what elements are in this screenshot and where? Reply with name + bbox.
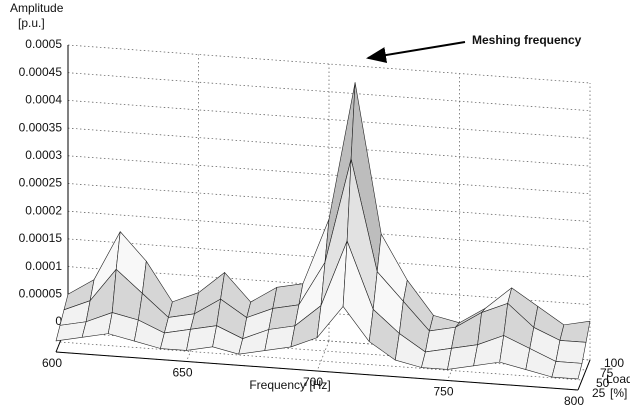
z-tick-label: 0.00015 — [19, 231, 63, 245]
x-tick-label: 650 — [172, 366, 192, 380]
annotation-arrow — [366, 41, 466, 63]
grid-line — [67, 72, 591, 112]
grid-line — [67, 127, 591, 167]
x-tick-label: 750 — [433, 385, 453, 399]
depth-axis-label: Load — [606, 372, 630, 386]
grid-line — [67, 210, 591, 250]
surface-patch — [555, 340, 587, 364]
depth-tick-label: 50 — [596, 376, 610, 390]
surface-patch — [451, 312, 482, 349]
grid-line — [67, 44, 591, 84]
grid-line — [67, 155, 591, 195]
z-tick-label: 0.0004 — [25, 93, 62, 107]
surface-patch — [559, 320, 591, 343]
axis-line — [55, 351, 579, 391]
z-axis-label: [p.u.] — [18, 16, 45, 30]
z-tick-label: 0.0003 — [25, 148, 62, 162]
x-tick-label: 600 — [42, 356, 62, 370]
surface-patch — [447, 344, 478, 370]
grid-line — [67, 100, 591, 139]
x-axis-label: Frequency [Hz] — [249, 378, 330, 392]
x-tick-label: 800 — [564, 394, 584, 408]
grid-line — [316, 340, 330, 372]
depth-tick-label: 100 — [604, 356, 624, 370]
surface-patch — [551, 361, 583, 380]
annotation: Meshing frequency — [472, 33, 582, 47]
plot: 0 0.00005 0.0001 0.00015 0.0002 0.00025 0.0003… — [19, 37, 625, 408]
z-tick-label: 0.00005 — [19, 286, 63, 300]
z-tick-label: 0.00025 — [19, 176, 63, 190]
x-tick-label: 700 — [303, 375, 323, 389]
surface-patch — [264, 325, 296, 351]
z-tick-label: 0.00045 — [19, 65, 63, 79]
grid-line — [63, 331, 587, 371]
z-tick-label: 0 — [55, 314, 62, 328]
z-tick-label: 0.0002 — [25, 203, 62, 217]
depth-tick-label: 25 — [592, 386, 606, 400]
surface-patch — [186, 325, 217, 351]
grid-line — [59, 341, 583, 381]
axis-line — [577, 359, 591, 391]
z-tick-label: 0.0001 — [25, 259, 62, 273]
depth-tick-label: 75 — [600, 366, 614, 380]
z-tick-label: 0.0005 — [25, 37, 62, 51]
z-tick-label: 0.00035 — [19, 120, 63, 134]
z-axis-label: Amplitude — [10, 1, 64, 15]
grid-line — [67, 183, 591, 222]
grid-line — [67, 238, 591, 278]
depth-axis-label: [%] — [610, 386, 627, 400]
